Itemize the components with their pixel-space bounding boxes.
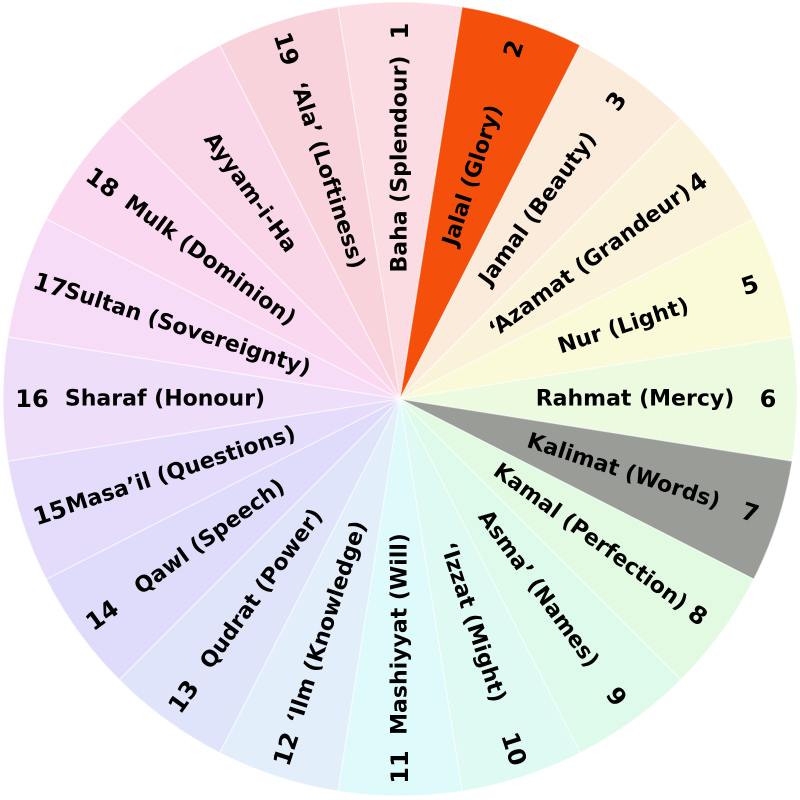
segment-label-mashiyyat-will: Mashiyyat (Will) <box>388 533 413 735</box>
segment-label-sharaf-honour: Sharaf (Honour) <box>65 387 265 412</box>
segment-number-baha-splendour: 1 <box>386 23 414 40</box>
segment-number-mashiyyat-will: 11 <box>386 750 414 783</box>
segment-number-rahmat-mercy: 6 <box>760 385 777 413</box>
wedge-ala-loftiness <box>218 6 401 400</box>
segment-number-sharaf-honour: 16 <box>15 385 48 413</box>
segment-label-rahmat-mercy: Rahmat (Mercy) <box>536 387 735 412</box>
segment-label-baha-splendour: Baha (Splendour) <box>388 56 413 273</box>
